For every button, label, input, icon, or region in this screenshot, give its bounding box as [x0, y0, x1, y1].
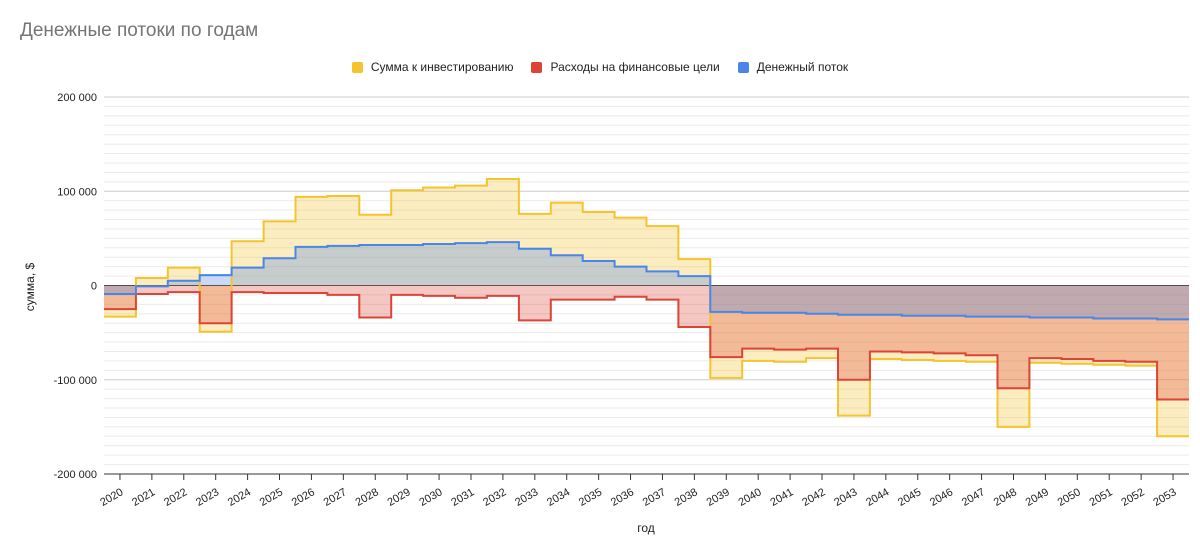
series-lines — [104, 178, 1189, 438]
series-area-0 — [104, 179, 1189, 437]
y-tick-label: -200 000 — [54, 469, 97, 481]
x-tick-label: 2038 — [673, 486, 700, 509]
legend-item-expenses[interactable]: Расходы на финансовые цели — [531, 60, 720, 74]
legend-item-cashflow[interactable]: Денежный поток — [737, 60, 849, 74]
legend-swatch-cashflow — [737, 61, 749, 73]
x-tick-label: 2021 — [130, 486, 157, 509]
x-tick-label: 2033 — [513, 486, 540, 509]
x-tick-label: 2046 — [928, 486, 955, 509]
y-axis-title: сумма, $ — [23, 262, 37, 311]
x-tick-label: 2036 — [609, 486, 636, 509]
x-tick-label: 2049 — [1024, 486, 1051, 509]
y-tick-label: 200 000 — [57, 92, 97, 104]
x-tick-label: 2051 — [1088, 486, 1115, 509]
x-tick-label: 2043 — [832, 486, 859, 509]
x-tick-label: 2032 — [481, 486, 508, 509]
x-tick-label: 2020 — [98, 486, 125, 509]
legend-swatch-invest — [351, 61, 363, 73]
x-tick-label: 2047 — [960, 486, 987, 509]
series-line-0 — [104, 178, 1189, 438]
legend-label-expenses: Расходы на финансовые цели — [550, 60, 720, 74]
y-tick-label: 0 — [91, 281, 97, 293]
series-line-2 — [104, 241, 1189, 321]
x-tick-label: 2023 — [194, 486, 221, 509]
x-tick-label: 2042 — [800, 486, 827, 509]
x-tick-label: 2052 — [1119, 486, 1146, 509]
x-axis-title: год — [637, 521, 655, 535]
x-tick-label: 2034 — [545, 486, 572, 509]
x-tick-label: 2024 — [226, 486, 253, 509]
y-tick-label: -100 000 — [54, 375, 97, 387]
x-tick-label: 2028 — [354, 486, 381, 509]
series-line-1 — [104, 291, 1189, 401]
x-tick-label: 2048 — [992, 486, 1019, 509]
x-tick-label: 2037 — [641, 486, 668, 509]
legend-label-invest: Сумма к инвестированию — [370, 60, 514, 74]
legend-item-invest[interactable]: Сумма к инвестированию — [351, 60, 514, 74]
x-tick-label: 2050 — [1056, 486, 1083, 509]
x-tick-label: 2035 — [577, 486, 604, 509]
x-tick-label: 2053 — [1151, 486, 1178, 509]
x-tick-label: 2025 — [258, 486, 285, 509]
x-tick-label: 2030 — [417, 486, 444, 509]
chart-legend: Сумма к инвестированию Расходы на финанс… — [0, 60, 1200, 74]
x-tick-label: 2041 — [768, 486, 795, 509]
x-tick-label: 2026 — [290, 486, 317, 509]
legend-swatch-expenses — [531, 61, 543, 73]
series-areas — [104, 179, 1189, 437]
x-tick-label: 2027 — [322, 486, 349, 509]
series-area-1 — [104, 285, 1189, 400]
x-tick-label: 2031 — [449, 486, 476, 509]
y-tick-label: 100 000 — [57, 186, 97, 198]
x-tick-label: 2045 — [896, 486, 923, 509]
x-tick-label: 2022 — [162, 486, 189, 509]
x-tick-label: 2029 — [385, 486, 412, 509]
x-tick-label: 2039 — [705, 486, 732, 509]
chart-title: Денежные потоки по годам — [20, 20, 259, 41]
x-tick-label: 2044 — [864, 486, 891, 509]
legend-label-cashflow: Денежный поток — [756, 60, 849, 74]
series-area-2 — [104, 242, 1189, 320]
x-tick-label: 2040 — [736, 486, 763, 509]
